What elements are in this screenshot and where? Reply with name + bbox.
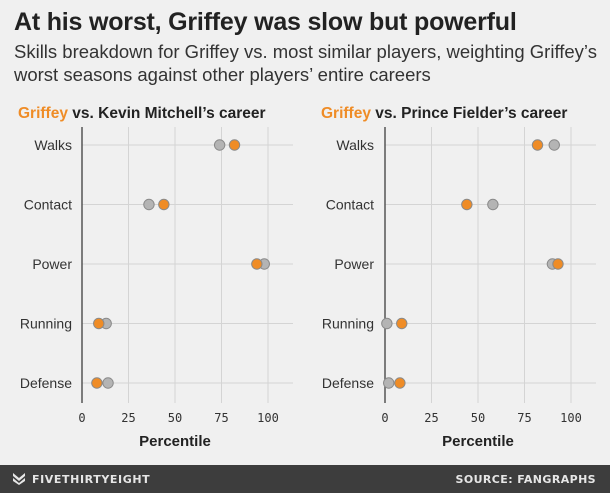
dot-griffey: [228, 139, 241, 151]
category-label: Contact: [326, 197, 374, 213]
panel-title-highlight: Griffey: [18, 105, 68, 122]
source-credit: SOURCE: FANGRAPHS: [455, 473, 596, 486]
dot-comparison: [381, 317, 393, 330]
dot-griffey: [91, 377, 103, 389]
dot-griffey: [93, 317, 105, 330]
x-axis-label: Percentile: [139, 433, 211, 450]
category-label: Walks: [336, 137, 374, 153]
dot-comparison: [143, 198, 155, 211]
category-label: Running: [322, 316, 374, 332]
category-label: Power: [32, 256, 72, 272]
charts-canvas: Walks Contact Power Running Defense 0 25 50 75 10…: [20, 127, 596, 450]
x-tick-label: 25: [424, 411, 438, 425]
x-tick-label: 0: [78, 411, 85, 425]
x-tick-label: 75: [517, 411, 531, 425]
footer: FIVETHIRTYEIGHT SOURCE: FANGRAPHS: [0, 465, 610, 493]
dot-griffey: [531, 139, 544, 151]
category-label: Defense: [20, 375, 72, 391]
fivethirtyeight-logo-icon: [13, 473, 25, 485]
x-tick-label: 0: [381, 411, 388, 425]
category-label: Contact: [24, 197, 72, 213]
dot-comparison: [383, 377, 395, 389]
dot-griffey: [251, 258, 263, 270]
dot-comparison: [487, 198, 499, 211]
category-label: Walks: [34, 137, 72, 153]
dot-griffey: [552, 258, 564, 270]
x-tick-label: 50: [471, 411, 485, 425]
dot-griffey: [158, 198, 170, 211]
panel-title-text: vs. Kevin Mitchell’s career: [67, 105, 266, 122]
x-axis-label: Percentile: [442, 433, 514, 450]
dot-comparison: [102, 377, 114, 389]
x-tick-label: 100: [257, 411, 279, 425]
category-label: Defense: [322, 375, 374, 391]
panel-title-fielder: Griffey vs. Prince Fielder’s career: [321, 105, 567, 123]
chart-subtitle: Skills breakdown for Griffey vs. most si…: [14, 41, 597, 85]
x-tick-label: 50: [168, 411, 182, 425]
category-label: Running: [20, 316, 72, 332]
dot-griffey: [461, 198, 473, 211]
dot-griffey: [396, 317, 408, 330]
category-label: Power: [334, 256, 374, 272]
dot-comparison: [548, 139, 560, 151]
dot-griffey: [394, 377, 406, 389]
brand-name: FIVETHIRTYEIGHT: [32, 473, 151, 486]
x-tick-label: 75: [214, 411, 228, 425]
chart-title: At his worst, Griffey was slow but power…: [14, 8, 517, 36]
dot-comparison: [213, 139, 226, 151]
panel-title-highlight: Griffey: [321, 105, 371, 122]
x-tick-label: 100: [560, 411, 582, 425]
panel-title-text: vs. Prince Fielder’s career: [370, 105, 568, 122]
x-tick-label: 25: [121, 411, 135, 425]
panel-title-mitchell: Griffey vs. Kevin Mitchell’s career: [18, 105, 266, 123]
